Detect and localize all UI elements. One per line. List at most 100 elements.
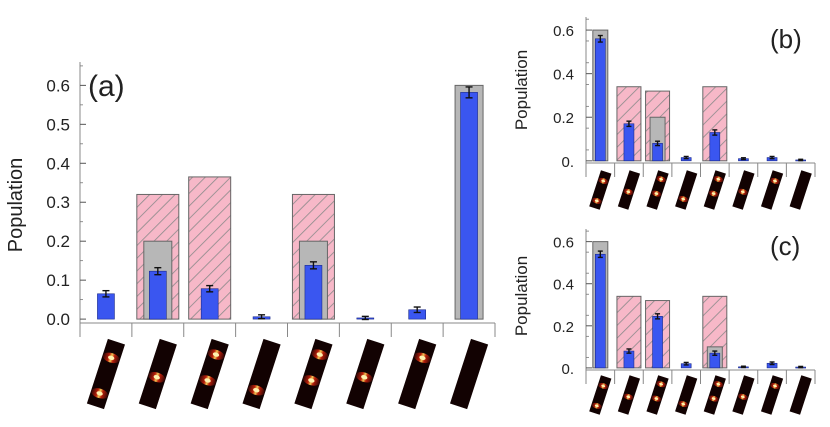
fluorescence-spot-core xyxy=(253,387,260,393)
measured-bar xyxy=(623,123,635,162)
fluorescence-spot-core xyxy=(108,355,115,361)
strip-background xyxy=(294,338,333,410)
y-tick-label: 0.6 xyxy=(553,23,574,40)
fluorescence-image-icon xyxy=(294,338,333,410)
strip-background xyxy=(86,338,126,410)
fluorescence-spot-core xyxy=(601,179,606,183)
fluorescence-spot-core xyxy=(740,395,745,399)
fluorescence-spot-core xyxy=(659,382,664,386)
strip-background xyxy=(789,375,812,415)
y-tick-label: 0. xyxy=(561,361,574,378)
fluorescence-spot-core xyxy=(711,192,716,195)
fluorescence-image-icon xyxy=(732,375,755,415)
fluorescence-spot-core xyxy=(361,375,368,380)
fluorescence-spot-core xyxy=(716,382,721,386)
strip-background xyxy=(675,170,698,210)
fluorescence-spot-core xyxy=(654,192,659,195)
y-tick-label: 0.4 xyxy=(46,154,70,173)
y-tick-label: 0. xyxy=(561,154,574,171)
fluorescence-image-icon xyxy=(760,375,784,415)
measured-bar xyxy=(460,92,478,320)
y-tick-label: 0.2 xyxy=(553,110,574,127)
strip-background xyxy=(703,170,726,210)
strip-background xyxy=(760,170,784,210)
y-tick-label: 0.6 xyxy=(553,235,574,252)
strip-background xyxy=(449,338,489,410)
panel-c-label: (c) xyxy=(770,231,800,261)
strip-background xyxy=(760,375,784,415)
strip-background xyxy=(242,338,281,410)
panel-a: Population (a) 0.0 0.1 0.2 0.3 0.4 0.5 0.6 xyxy=(5,62,496,410)
fluorescence-image-icon xyxy=(190,338,229,410)
strip-background xyxy=(703,375,726,415)
strip-background xyxy=(589,375,612,415)
fluorescence-image-icon xyxy=(675,170,698,210)
strip-background xyxy=(675,375,698,415)
fluorescence-image-icon xyxy=(732,170,755,210)
fluorescence-spot-core xyxy=(740,190,745,194)
fluorescence-spot-core xyxy=(773,384,777,388)
fluorescence-image-icon xyxy=(646,375,669,415)
fluorescence-image-icon xyxy=(617,375,641,415)
fluorescence-spot-core xyxy=(626,395,631,399)
y-tick-label: 0.4 xyxy=(553,67,574,84)
y-tick-label: 0.0 xyxy=(46,310,70,329)
fluorescence-image-icon xyxy=(703,375,726,415)
fluorescence-image-icon xyxy=(242,338,281,410)
fluorescence-image-icon xyxy=(589,170,612,210)
measured-bar xyxy=(200,288,219,320)
strip-background xyxy=(398,338,437,410)
fluorescence-image-icon xyxy=(760,170,784,210)
strip-background xyxy=(589,170,612,210)
fluorescence-spot-core xyxy=(316,352,323,357)
fluorescence-spot-core xyxy=(716,177,721,181)
fluorescence-spot-core xyxy=(308,378,315,383)
panel-b: Population (b) 0. 0.2 0.4 0.6 xyxy=(512,17,816,210)
fluorescence-spot-core xyxy=(594,199,599,203)
fluorescence-spot-core xyxy=(711,397,716,400)
measured-bar xyxy=(652,316,663,369)
strip-background xyxy=(646,170,669,210)
fluorescence-image-icon xyxy=(589,375,612,415)
fluorescence-spot-core xyxy=(681,402,686,406)
fluorescence-image-icon xyxy=(675,375,698,415)
panel-c: Population (c) 0. 0.2 0.4 0.6 xyxy=(512,229,816,415)
measured-bar xyxy=(595,38,606,162)
fluorescence-image-icon xyxy=(789,375,812,415)
y-tick-label: 0.1 xyxy=(46,271,70,290)
fluorescence-spot-core xyxy=(773,179,777,183)
fluorescence-image-icon xyxy=(617,170,641,210)
strip-background xyxy=(646,375,669,415)
strip-background xyxy=(190,338,229,410)
measured-bar xyxy=(595,253,606,369)
fluorescence-spot-core xyxy=(654,397,659,400)
panel-b-label: (b) xyxy=(770,24,802,54)
fluorescence-image-icon xyxy=(703,170,726,210)
panel-a-label: (a) xyxy=(88,70,125,103)
panel-a-ylabel: Population xyxy=(5,158,27,253)
measured-bar xyxy=(709,132,721,162)
fluorescence-image-icon xyxy=(346,338,385,410)
fluorescence-spot-core xyxy=(212,352,220,357)
fluorescence-image-icon xyxy=(138,338,177,410)
fluorescence-spot-core xyxy=(681,197,686,201)
fluorescence-image-icon xyxy=(86,338,126,410)
y-tick-label: 0.3 xyxy=(46,193,70,212)
fluorescence-spot-core xyxy=(659,177,664,181)
y-tick-label: 0.4 xyxy=(553,277,574,294)
fluorescence-spot-core xyxy=(153,375,160,380)
fluorescence-spot-core xyxy=(601,384,606,388)
fluorescence-spot-core xyxy=(626,190,631,194)
fluorescence-spot-core xyxy=(204,378,211,383)
y-tick-label: 0.6 xyxy=(46,76,70,95)
y-tick-label: 0.5 xyxy=(46,115,70,134)
y-tick-label: 0.2 xyxy=(46,232,70,251)
fluorescence-image-icon xyxy=(449,338,489,410)
fluorescence-image-icon xyxy=(646,170,669,210)
fluorescence-spot-core xyxy=(96,391,103,396)
measured-bar xyxy=(149,270,167,320)
fluorescence-spot-core xyxy=(419,355,426,361)
measured-bar xyxy=(304,265,323,320)
panel-b-ylabel: Population xyxy=(512,50,531,130)
